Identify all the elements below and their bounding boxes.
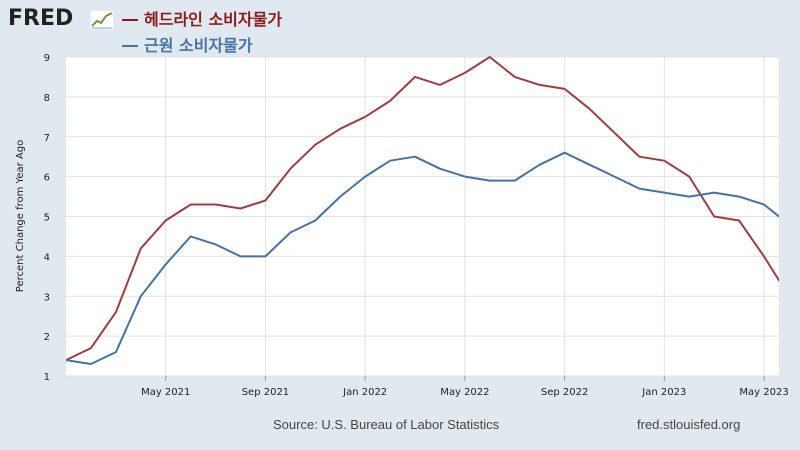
x-tick-label: May 2021	[141, 387, 190, 398]
chart-header: FRED 헤드라인 소비자물가 근원 소비자물가	[0, 0, 800, 56]
y-tick-label: 1	[44, 372, 50, 383]
y-tick-label: 4	[44, 252, 50, 263]
fred-url-link[interactable]: fred.stlouisfed.org	[637, 417, 741, 432]
legend-label-core: 근원 소비자물가	[144, 36, 253, 55]
legend-item-headline-cpi[interactable]: 헤드라인 소비자물가	[122, 6, 282, 30]
y-tick-label: 6	[44, 173, 50, 184]
y-axis-label: Percent Change from Year Ago	[15, 140, 26, 292]
x-tick-label: May 2023	[739, 387, 788, 398]
x-tick-label: Jan 2023	[641, 387, 686, 398]
series-line-headline-cpi[interactable]	[66, 56, 789, 362]
legend-swatch-headline	[122, 18, 138, 21]
y-tick-label: 2	[44, 332, 50, 343]
fred-graph-icon	[90, 10, 114, 30]
legend-item-core-cpi[interactable]: 근원 소비자물가	[122, 32, 253, 56]
legend-swatch-core	[122, 44, 138, 47]
legend-label-headline: 헤드라인 소비자물가	[144, 10, 283, 29]
x-tick-label: Sep 2021	[242, 387, 289, 398]
y-tick-label: 9	[44, 53, 50, 64]
source-credit: Source: U.S. Bureau of Labor Statistics	[273, 417, 500, 432]
x-tick-label: May 2022	[440, 387, 489, 398]
y-tick-label: 7	[44, 133, 50, 144]
y-tick-label: 3	[44, 292, 50, 303]
y-tick-label: 8	[44, 93, 50, 104]
x-tick-label: Sep 2022	[541, 387, 588, 398]
x-tick-label: Jan 2022	[342, 387, 387, 398]
y-tick-label: 5	[44, 213, 50, 224]
fred-logo[interactable]: FRED	[8, 6, 74, 31]
series-line-core-cpi[interactable]	[66, 151, 789, 365]
